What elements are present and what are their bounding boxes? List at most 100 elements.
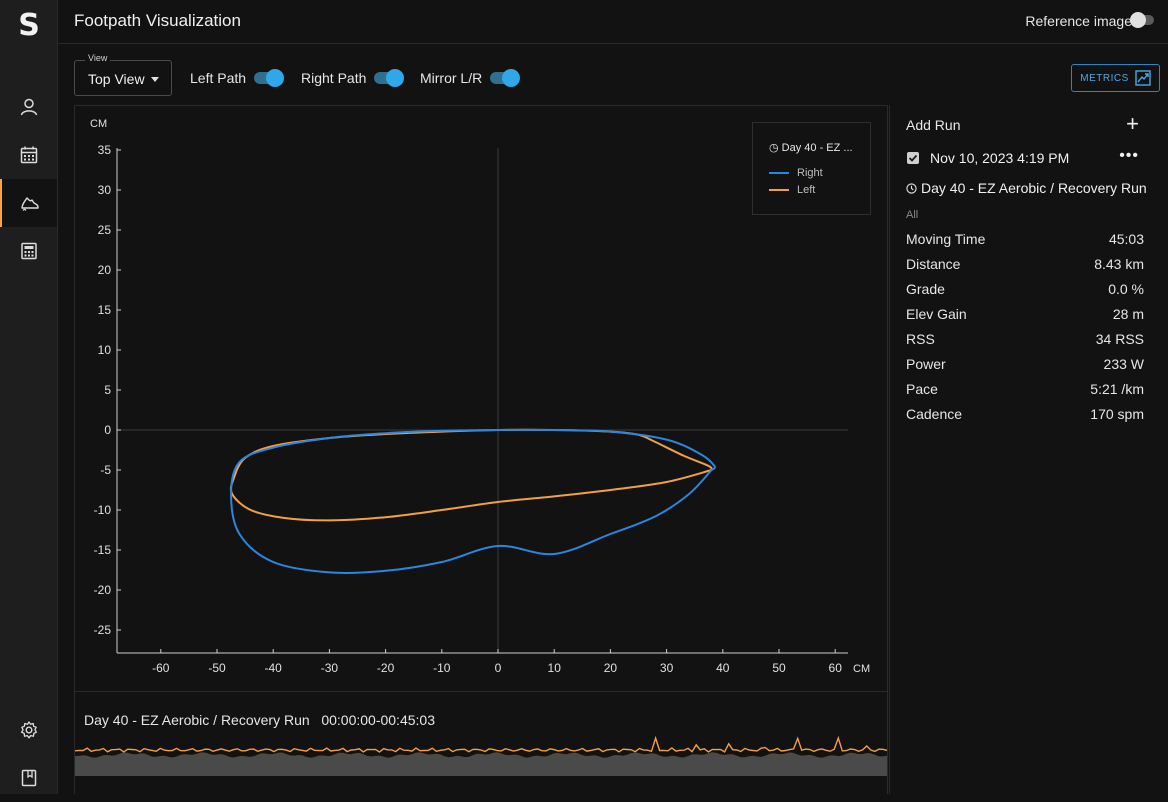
view-select-label: View <box>85 53 111 63</box>
metric-value: 5:21 /km <box>1090 381 1144 397</box>
run-name-text: Day 40 - EZ Aerobic / Recovery Run <box>921 180 1147 196</box>
metrics-button-label: METRICS <box>1080 72 1129 84</box>
metric-label: RSS <box>906 331 935 347</box>
metric-label: Elev Gain <box>906 306 967 322</box>
filter-label: All <box>906 209 919 221</box>
y-tick-label: 30 <box>98 183 112 197</box>
run-more-button[interactable]: ••• <box>1119 147 1139 165</box>
legend-swatch-left <box>769 189 789 191</box>
toggle-knob <box>502 69 521 87</box>
chart-icon <box>1135 70 1151 86</box>
clock-icon <box>906 182 917 194</box>
caret-down-icon <box>151 77 159 82</box>
series-right-path <box>230 428 716 575</box>
x-tick-label: 60 <box>829 661 843 675</box>
x-tick-label: -60 <box>152 661 170 675</box>
running-shoe-icon <box>20 197 39 211</box>
metric-label: Moving Time <box>906 231 986 247</box>
y-tick-label: -25 <box>94 623 112 637</box>
metric-value: 8.43 km <box>1094 256 1144 272</box>
sidebar-item-footpath[interactable] <box>0 179 57 227</box>
y-tick-label: -20 <box>94 583 112 597</box>
sidebar: S <box>0 0 58 794</box>
sidebar-item-calculator[interactable] <box>0 227 57 275</box>
legend-swatch-right <box>769 172 789 174</box>
x-tick-label: -50 <box>208 661 226 675</box>
clock-icon: ◷ <box>769 142 779 154</box>
reference-image-toggle[interactable] <box>1130 12 1154 28</box>
metric-label: Power <box>906 356 946 372</box>
toggle-knob <box>266 69 285 87</box>
check-icon <box>908 154 918 162</box>
sidebar-item-journal[interactable] <box>0 754 57 802</box>
add-run-label: Add Run <box>906 117 961 133</box>
timeline-panel: Day 40 - EZ Aerobic / Recovery Run 00:00… <box>74 692 888 794</box>
x-tick-label: 0 <box>495 661 502 675</box>
metric-label: Cadence <box>906 406 963 422</box>
metric-row: Grade 0.0 % <box>906 281 1144 297</box>
x-tick-label: 30 <box>660 661 674 675</box>
x-tick-label: 40 <box>716 661 730 675</box>
left-path-toggle-group: Left Path <box>190 69 285 87</box>
timeline-overview-chart[interactable] <box>75 734 887 794</box>
footpath-chart-panel: 35 30 25 20 15 10 5 0 -5 -10 -15 -20 -25 -60 -50 -40 -30… <box>74 105 888 692</box>
metric-value: 28 m <box>1112 306 1144 322</box>
sidebar-item-calendar[interactable] <box>0 131 57 179</box>
sidebar-item-profile[interactable] <box>0 83 57 131</box>
timeline-title: Day 40 - EZ Aerobic / Recovery Run 00:00… <box>84 712 435 728</box>
runs-panel: Add Run + Nov 10, 2023 4:19 PM ••• Day 4… <box>889 105 1168 794</box>
x-tick-label: 50 <box>772 661 786 675</box>
x-tick-label: -30 <box>321 661 339 675</box>
notebook-icon <box>21 769 36 787</box>
y-tick-label: -15 <box>94 543 112 557</box>
series-left-path <box>229 428 713 522</box>
y-tick-label: -10 <box>94 503 112 517</box>
y-tick-label: -5 <box>100 463 111 477</box>
left-path-label: Left Path <box>190 70 247 86</box>
x-tick-label: -10 <box>433 661 451 675</box>
reference-image-label: Reference image <box>1025 13 1132 29</box>
toggle-knob <box>1130 12 1146 28</box>
timeline-run-name: Day 40 - EZ Aerobic / Recovery Run <box>84 712 310 728</box>
gear-icon <box>20 721 37 739</box>
metric-row: Distance 8.43 km <box>906 256 1144 272</box>
x-tick-label: 10 <box>548 661 562 675</box>
metric-label: Distance <box>906 256 961 272</box>
run-checkbox[interactable] <box>907 152 919 164</box>
y-tick-label: 35 <box>98 143 112 157</box>
legend-item-right: Right <box>769 167 823 179</box>
calculator-icon <box>20 242 37 260</box>
mirror-toggle[interactable] <box>490 69 521 87</box>
metric-value: 0.0 % <box>1108 281 1144 297</box>
sidebar-item-settings[interactable] <box>0 706 57 754</box>
metric-row: Power 233 W <box>906 356 1144 372</box>
x-axis-label: CM <box>853 663 870 675</box>
calendar-icon <box>20 146 37 164</box>
metric-row: Cadence 170 spm <box>906 406 1144 422</box>
top-bar: Footpath Visualization Reference image <box>58 0 1168 44</box>
more-icon: ••• <box>1119 147 1139 164</box>
y-tick-label: 20 <box>98 263 112 277</box>
metric-value: 34 RSS <box>1095 331 1144 347</box>
legend-title-text: Day 40 - EZ ... <box>781 142 853 154</box>
view-select[interactable]: View Top View <box>74 53 172 96</box>
metrics-button[interactable]: METRICS <box>1071 64 1160 92</box>
mirror-toggle-group: Mirror L/R <box>420 69 521 87</box>
add-run-button[interactable]: + <box>1126 113 1139 135</box>
metric-value: 233 W <box>1103 356 1144 372</box>
toggle-knob <box>386 69 405 87</box>
right-path-toggle[interactable] <box>374 69 405 87</box>
metric-value: 170 spm <box>1090 406 1144 422</box>
left-path-toggle[interactable] <box>254 69 285 87</box>
legend-label-right: Right <box>797 167 823 179</box>
legend-title: ◷ Day 40 - EZ ... <box>769 141 853 154</box>
timeline-time-range: 00:00:00-00:45:03 <box>321 712 435 728</box>
mirror-label: Mirror L/R <box>420 70 483 86</box>
y-tick-label: 5 <box>104 383 111 397</box>
y-tick-label: 0 <box>104 423 111 437</box>
metric-row: Elev Gain 28 m <box>906 306 1144 322</box>
plus-icon: + <box>1126 111 1139 136</box>
right-path-toggle-group: Right Path <box>301 69 405 87</box>
app-logo[interactable]: S <box>18 8 40 43</box>
